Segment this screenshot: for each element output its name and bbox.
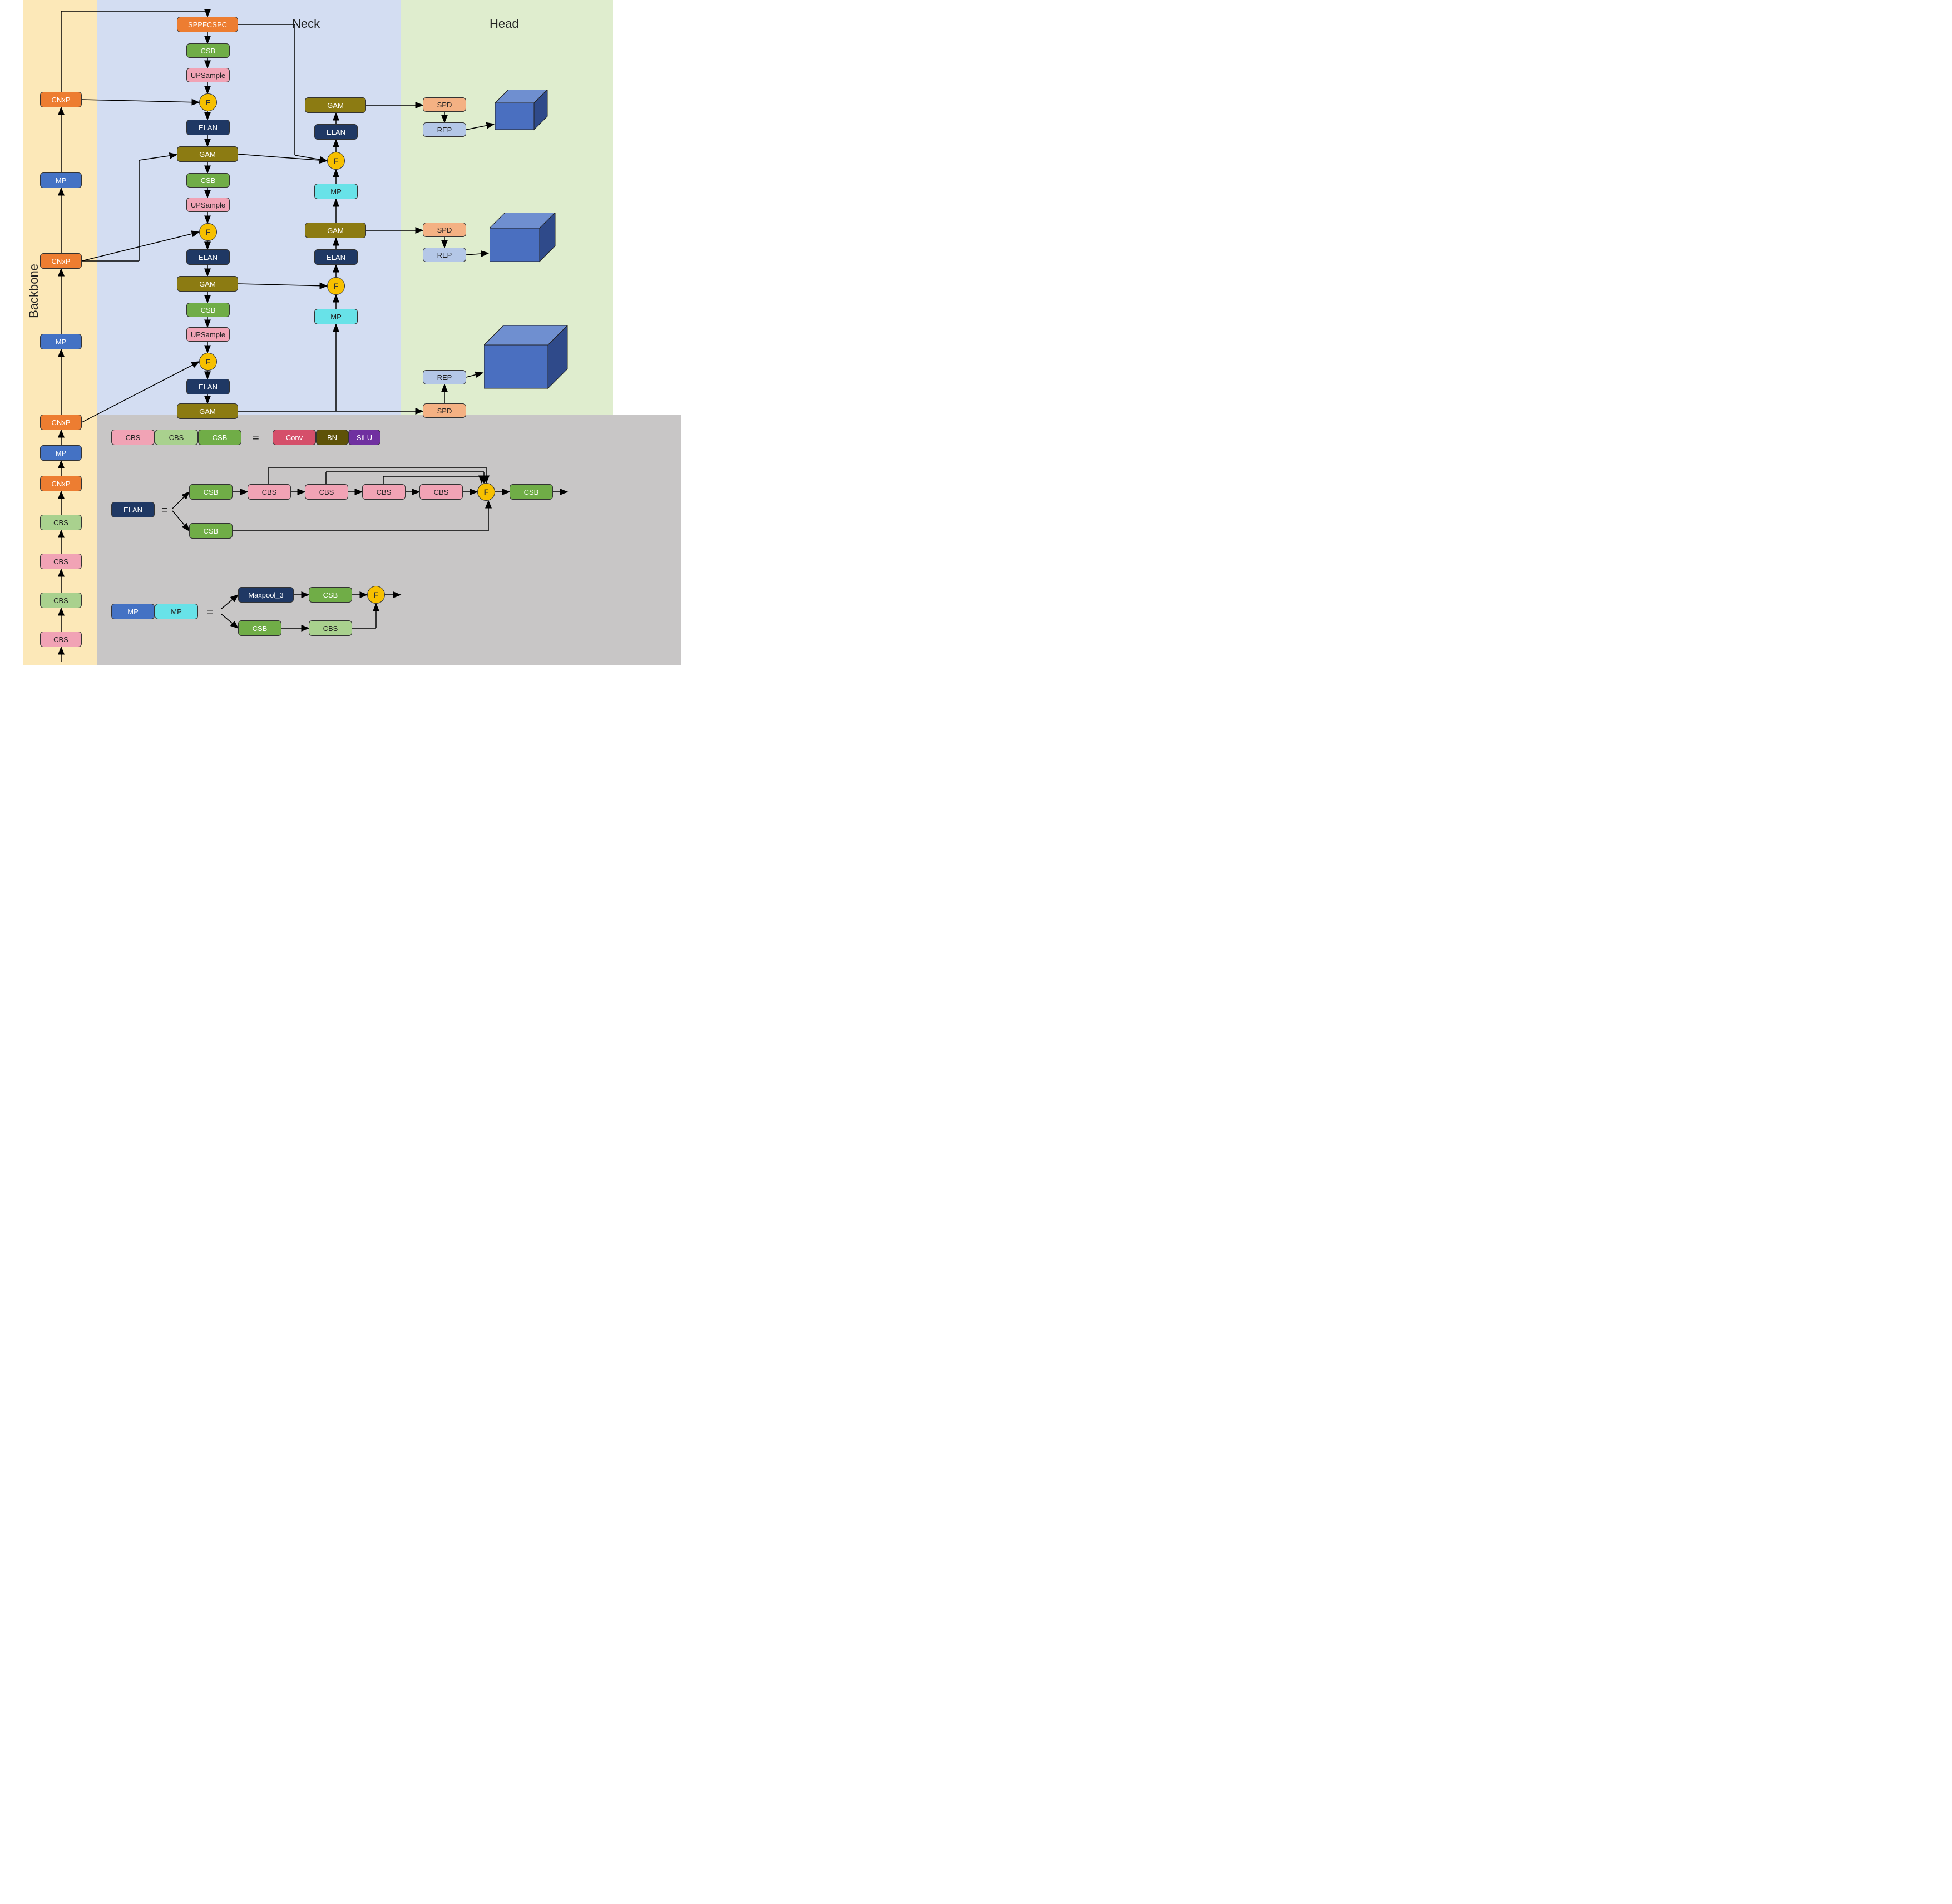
backbone-mp1: MP [40, 445, 82, 461]
region-legend [97, 415, 681, 665]
backbone-cbs2: CBS [40, 593, 82, 608]
backbone-cbs4: CBS [40, 515, 82, 530]
backbone-mp2: MP [40, 334, 82, 349]
backbone-cbs1: CBS [40, 632, 82, 647]
legend-cbs-csb_g: CSB [198, 430, 241, 445]
neck1-up2: UPSample [186, 198, 230, 212]
output-cuboid-c3 [484, 325, 569, 389]
head-spd2: SPD [423, 223, 466, 237]
legend-elan-cbs4: CBS [419, 484, 463, 500]
output-cuboid-c1 [495, 90, 548, 131]
legend-mp-mp_b: MP [111, 604, 155, 619]
backbone-cnxp3: CNxP [40, 253, 82, 269]
label-neck: Neck [292, 17, 320, 31]
neck1-up3: UPSample [186, 327, 230, 342]
neck2-elan_b: ELAN [314, 124, 358, 140]
legend-elan-csb_t: CSB [189, 484, 233, 500]
legend-elan-eq: = [161, 504, 168, 517]
backbone-cnxp2: CNxP [40, 415, 82, 430]
neck1-csb1: CSB [186, 43, 230, 58]
legend-mp-mp_c: MP [155, 604, 198, 619]
legend-elan-csb_b: CSB [189, 523, 233, 539]
neck1-up1: UPSample [186, 68, 230, 82]
neck1-elan3: ELAN [186, 379, 230, 394]
legend-mp-eq: = [207, 606, 214, 619]
neck1-f2: F [199, 223, 217, 241]
legend-mp-cbs_b: CBS [309, 620, 352, 636]
legend-mp-csb_t: CSB [309, 587, 352, 603]
diagram-canvas: BackboneNeckHeadCBSCBSCBSCBSCNxPMPCNxPMP… [0, 0, 681, 665]
region-neck [97, 0, 401, 415]
neck2-elan_a: ELAN [314, 249, 358, 265]
neck1-f1: F [199, 93, 217, 111]
legend-elan-cbs2: CBS [305, 484, 348, 500]
neck1-gam1: GAM [177, 146, 238, 162]
head-rep3: REP [423, 370, 466, 384]
neck2-f_b: F [327, 152, 345, 170]
legend-cbs-cbs_p: CBS [111, 430, 155, 445]
legend-mp-max: Maxpool_3 [238, 587, 294, 603]
neck1-f3: F [199, 353, 217, 371]
legend-cbs-silu: SiLU [348, 430, 380, 445]
legend-cbs-conv: Conv [273, 430, 316, 445]
legend-mp-csb_b: CSB [238, 620, 281, 636]
head-spd1: SPD [423, 97, 466, 112]
neck2-f_a: F [327, 277, 345, 295]
neck2-mp_a: MP [314, 309, 358, 324]
backbone-cbs3: CBS [40, 554, 82, 569]
label-head: Head [490, 17, 519, 31]
legend-mp-f: F [367, 586, 385, 604]
head-rep1: REP [423, 122, 466, 137]
neck1-gam3: GAM [177, 403, 238, 419]
legend-elan-cbs1: CBS [248, 484, 291, 500]
legend-cbs-bn: BN [316, 430, 348, 445]
legend-elan-f: F [477, 483, 495, 501]
neck1-csb3: CSB [186, 303, 230, 317]
neck1-elan2: ELAN [186, 249, 230, 265]
label-backbone: Backbone [27, 264, 41, 318]
head-rep2: REP [423, 248, 466, 262]
legend-elan-cbs3: CBS [362, 484, 406, 500]
neck1-sppf: SPPFCSPC [177, 17, 238, 32]
neck1-csb2: CSB [186, 173, 230, 188]
neck2-mp_b: MP [314, 184, 358, 199]
neck2-gam_a: GAM [305, 223, 366, 238]
head-spd3: SPD [423, 403, 466, 418]
legend-elan-elan: ELAN [111, 502, 155, 517]
backbone-cnxp1: CNxP [40, 476, 82, 491]
legend-elan-csb_o: CSB [510, 484, 553, 500]
neck1-gam2: GAM [177, 276, 238, 292]
neck2-gam_b: GAM [305, 97, 366, 113]
neck1-elan1: ELAN [186, 120, 230, 135]
legend-cbs-cbs_g: CBS [155, 430, 198, 445]
backbone-cnxp4: CNxP [40, 92, 82, 107]
output-cuboid-c2 [490, 213, 556, 263]
legend-cbs-eq: = [253, 432, 259, 445]
backbone-mp3: MP [40, 172, 82, 188]
